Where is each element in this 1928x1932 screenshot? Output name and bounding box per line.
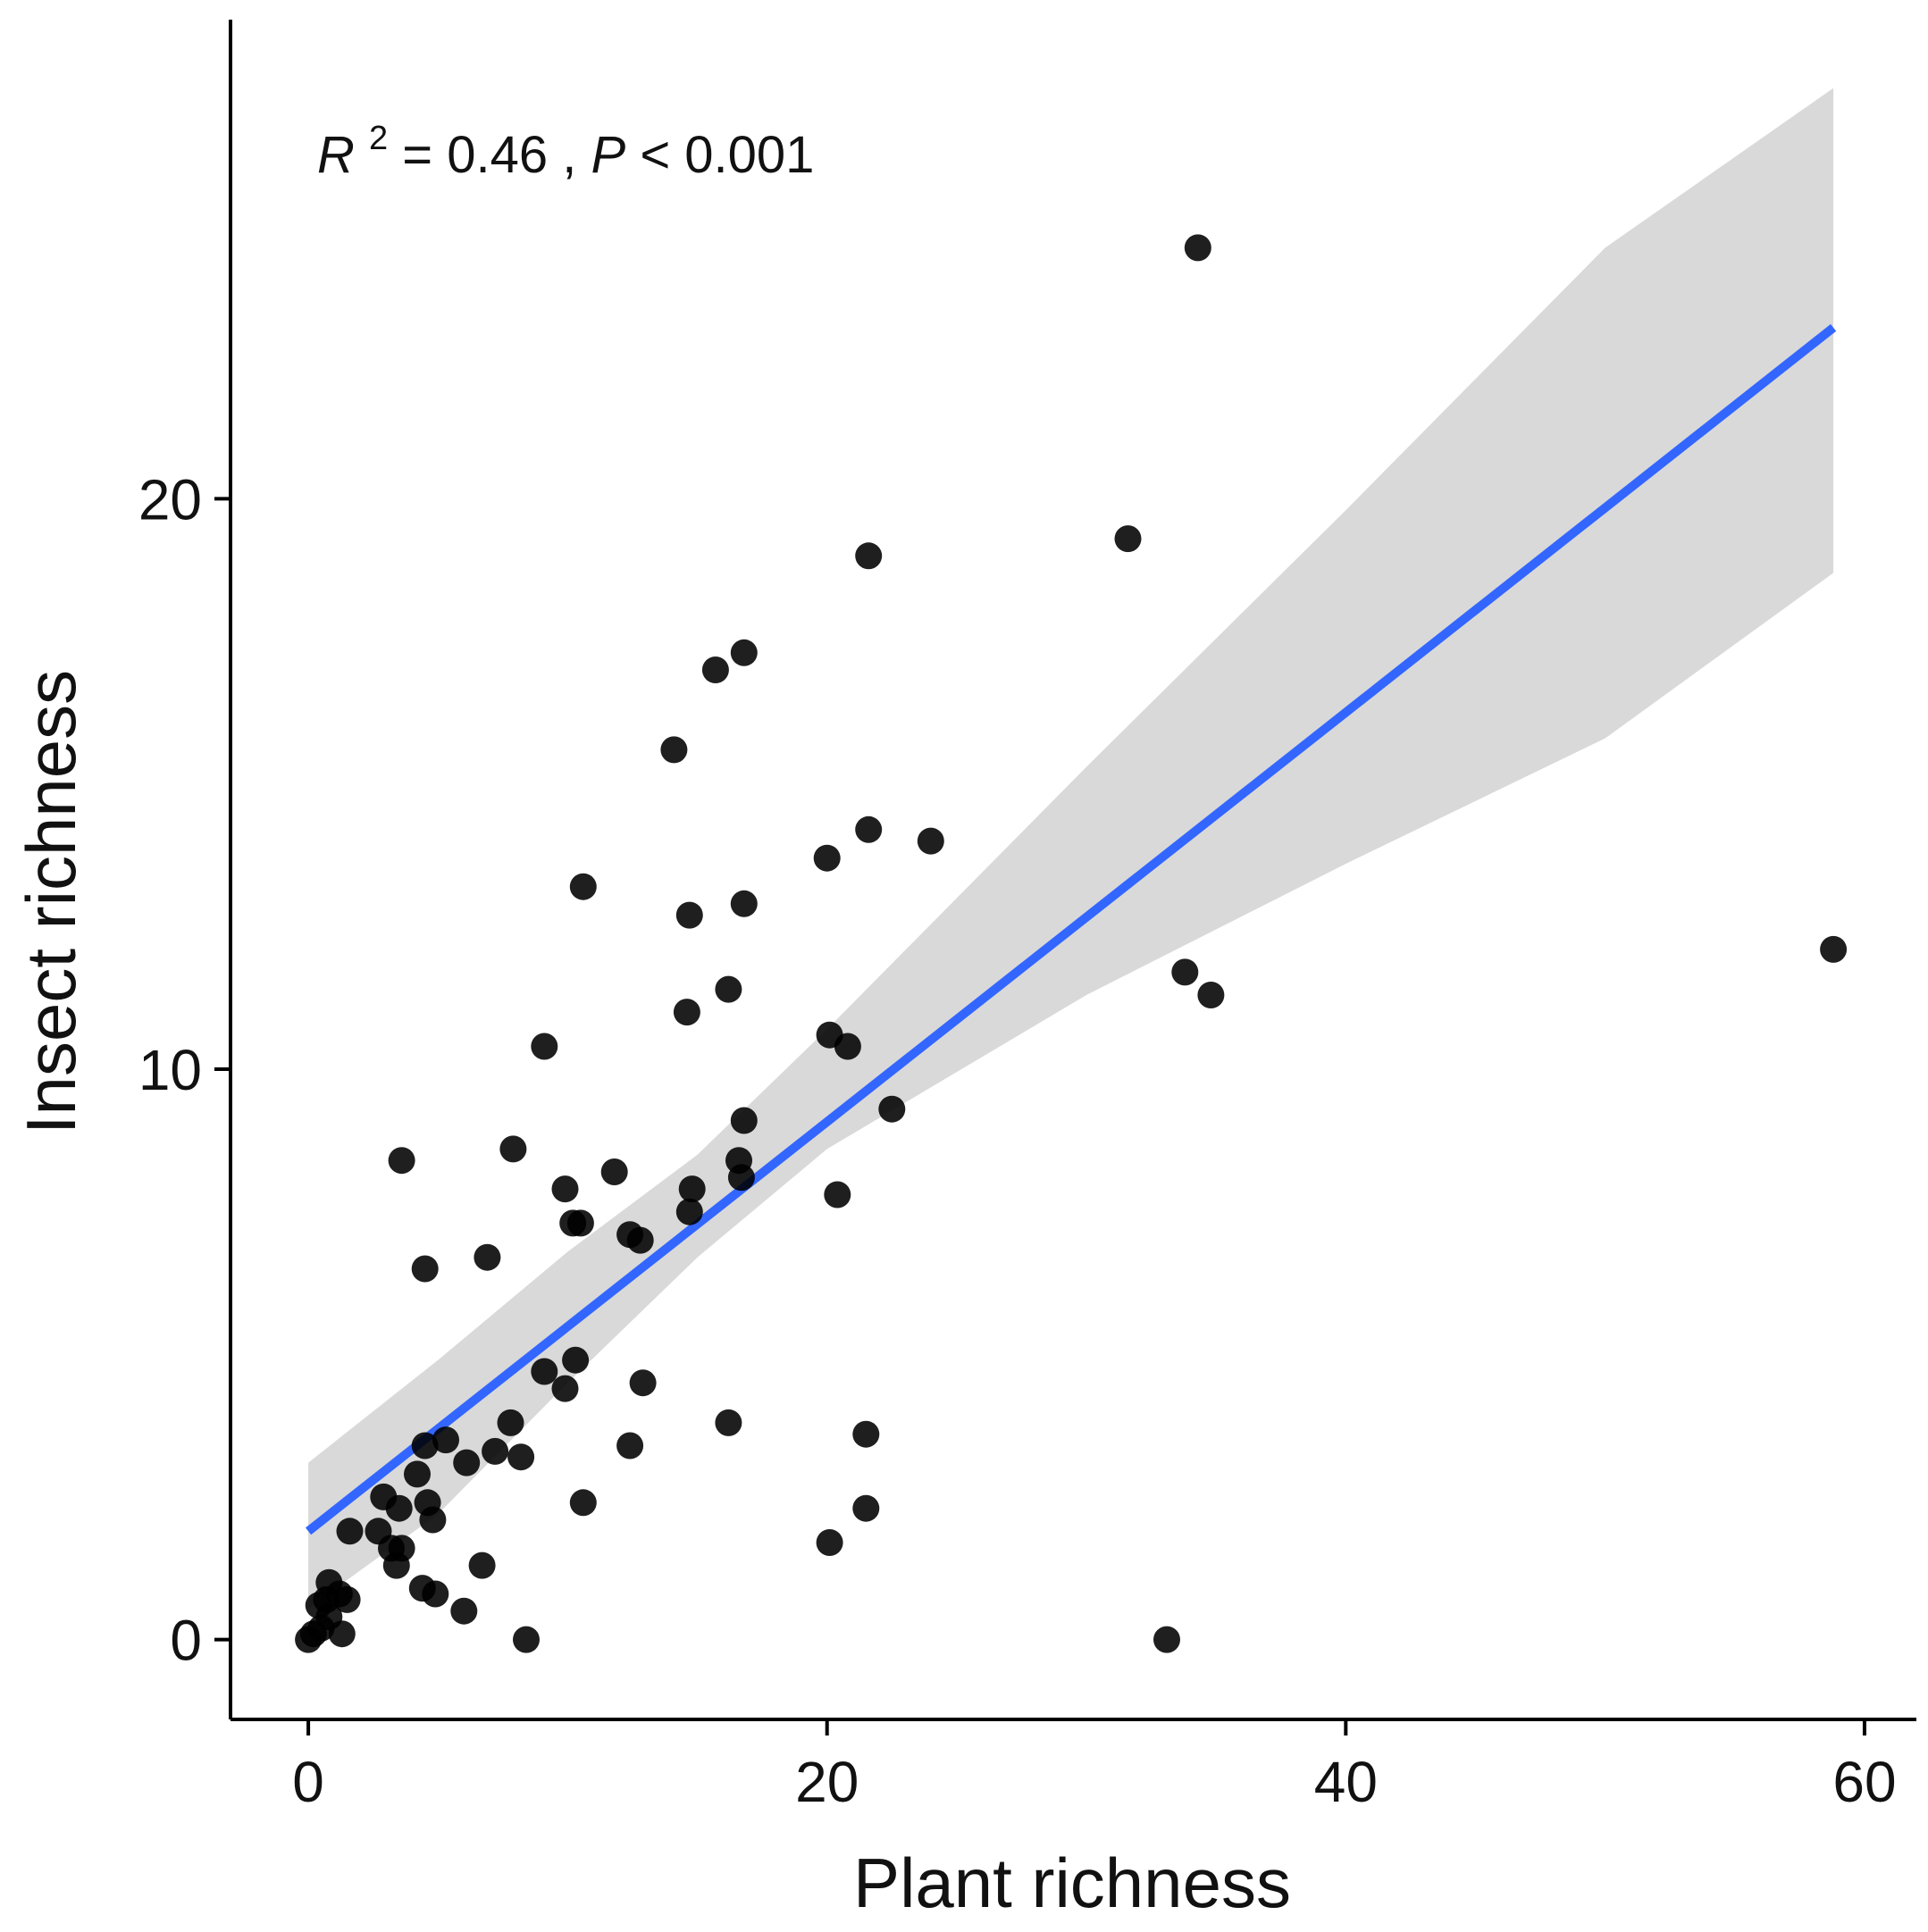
data-point bbox=[730, 1107, 758, 1134]
data-point bbox=[813, 844, 841, 872]
fit-line-layer bbox=[305, 323, 1837, 1535]
data-point bbox=[419, 1506, 447, 1534]
data-point bbox=[315, 1568, 343, 1596]
data-point bbox=[1184, 234, 1211, 262]
data-point bbox=[917, 827, 944, 855]
data-point bbox=[675, 901, 703, 929]
data-point bbox=[878, 1095, 906, 1123]
data-point bbox=[382, 1551, 410, 1579]
data-point bbox=[675, 1198, 703, 1225]
data-point bbox=[629, 1369, 657, 1397]
data-point bbox=[715, 975, 742, 1003]
data-point bbox=[411, 1255, 439, 1283]
data-point bbox=[507, 1443, 535, 1471]
y-axis-title: Insect richness bbox=[12, 670, 90, 1134]
data-point bbox=[531, 1358, 558, 1385]
x-tick-label: 40 bbox=[1314, 1750, 1378, 1814]
y-tick-label: 0 bbox=[170, 1609, 202, 1673]
x-tick-label: 20 bbox=[795, 1750, 859, 1814]
data-point bbox=[333, 1585, 361, 1613]
p-symbol: P bbox=[591, 126, 626, 184]
data-point bbox=[513, 1626, 540, 1653]
data-point bbox=[673, 999, 700, 1026]
r-value-text: = 0.46 , bbox=[402, 126, 591, 184]
data-point bbox=[404, 1460, 431, 1488]
data-point bbox=[715, 1409, 742, 1436]
data-point bbox=[834, 1033, 861, 1060]
data-points-layer bbox=[295, 234, 1848, 1653]
data-point bbox=[855, 815, 883, 843]
data-point bbox=[626, 1226, 654, 1254]
x-axis-title: Plant richness bbox=[853, 1844, 1291, 1922]
r-superscript: 2 bbox=[369, 120, 388, 157]
data-point bbox=[816, 1529, 843, 1556]
data-point bbox=[482, 1437, 509, 1465]
data-point bbox=[499, 1135, 527, 1163]
x-tick-label: 0 bbox=[292, 1750, 324, 1814]
data-point bbox=[1197, 982, 1225, 1008]
data-point bbox=[497, 1409, 524, 1436]
data-point bbox=[727, 1164, 755, 1192]
data-point bbox=[616, 1432, 644, 1459]
data-point bbox=[1153, 1626, 1180, 1653]
data-point bbox=[569, 1489, 597, 1517]
data-point bbox=[385, 1494, 413, 1522]
data-point bbox=[855, 542, 883, 570]
data-point bbox=[1820, 935, 1848, 963]
data-point bbox=[562, 1346, 590, 1374]
data-point bbox=[852, 1420, 880, 1448]
data-point bbox=[660, 736, 688, 764]
r2-p-annotation: R 2 = 0.46 , P < 0.001 bbox=[317, 103, 814, 184]
data-point bbox=[678, 1175, 706, 1203]
x-axis-ticks: 0 20 40 60 bbox=[292, 1719, 1897, 1814]
data-point bbox=[569, 873, 597, 900]
data-point bbox=[600, 1158, 628, 1185]
data-point bbox=[824, 1181, 851, 1209]
regression-fit-line bbox=[305, 323, 1837, 1535]
x-tick-label: 60 bbox=[1832, 1750, 1896, 1814]
y-tick-label: 20 bbox=[138, 467, 202, 531]
data-point bbox=[474, 1243, 501, 1271]
r-symbol: R bbox=[317, 126, 355, 184]
data-point bbox=[730, 639, 758, 666]
y-tick-label: 10 bbox=[138, 1038, 202, 1102]
data-point bbox=[551, 1175, 579, 1203]
y-axis-ticks: 0 10 20 bbox=[138, 467, 231, 1673]
data-point bbox=[468, 1551, 496, 1579]
data-point bbox=[411, 1432, 439, 1459]
data-point bbox=[551, 1375, 579, 1402]
data-point bbox=[852, 1494, 880, 1522]
data-point bbox=[453, 1449, 481, 1476]
data-point bbox=[701, 657, 729, 683]
data-point bbox=[432, 1426, 459, 1454]
p-value-text: < 0.001 bbox=[640, 126, 814, 184]
data-point bbox=[1171, 958, 1199, 986]
data-point bbox=[566, 1209, 594, 1237]
data-point bbox=[531, 1033, 558, 1060]
data-point bbox=[730, 890, 758, 917]
data-point bbox=[328, 1620, 356, 1648]
data-point bbox=[450, 1597, 478, 1625]
data-point bbox=[422, 1580, 449, 1608]
data-point bbox=[305, 1592, 332, 1619]
data-point bbox=[388, 1147, 415, 1175]
data-point bbox=[336, 1518, 364, 1545]
data-point bbox=[1114, 525, 1142, 553]
